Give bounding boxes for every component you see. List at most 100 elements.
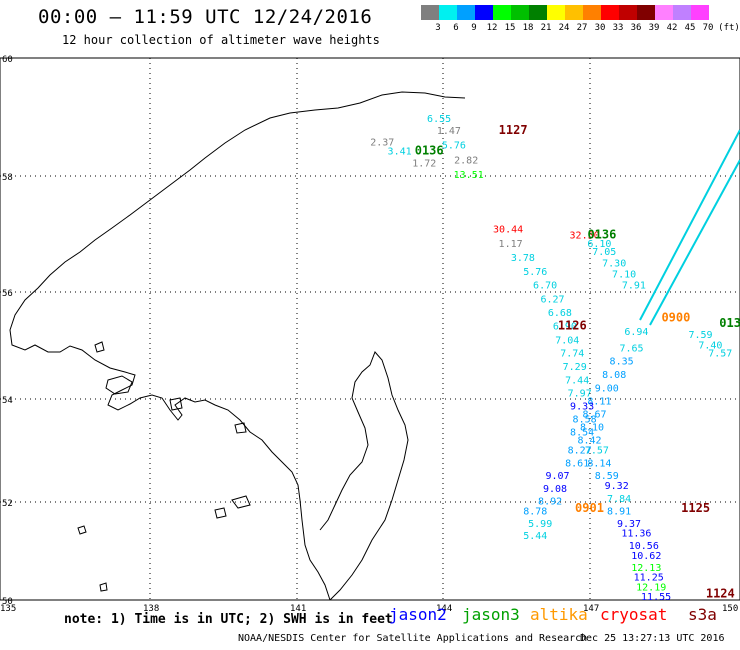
lon-label-141: 141 bbox=[290, 604, 306, 614]
satellite-altika: altika bbox=[530, 605, 588, 624]
legend-swatch-15 bbox=[493, 5, 511, 20]
lon-label-138: 138 bbox=[143, 604, 159, 614]
wave-height-label: 9.00 bbox=[595, 383, 619, 394]
wave-height-label: 8.08 bbox=[602, 370, 626, 381]
island-shantar bbox=[105, 375, 133, 395]
wave-height-label: 6.68 bbox=[548, 308, 572, 319]
lon-label-150: 150 bbox=[722, 604, 738, 614]
pass-time-label: 1126 bbox=[558, 319, 587, 333]
wave-height-label: 8.58 bbox=[573, 415, 597, 426]
wave-height-label: 5.76 bbox=[442, 141, 466, 152]
wave-height-label: 7.57 bbox=[585, 446, 609, 457]
wave-height-label: 5.99 bbox=[528, 519, 552, 530]
legend-swatch-30 bbox=[583, 5, 601, 20]
wave-height-label: 32.50 bbox=[570, 230, 600, 241]
pass-time-label: 1127 bbox=[499, 123, 528, 137]
lon-label-144: 144 bbox=[436, 604, 452, 614]
wave-height-labels: 6.551.47 2.373.41 5.76 1.72 2.82 13.51 30.44 32… bbox=[370, 114, 732, 603]
wave-height-label: 6.10 bbox=[587, 239, 611, 250]
wave-height-label: 7.04 bbox=[555, 335, 579, 346]
legend-label-3: 3 bbox=[435, 23, 441, 33]
legend-swatch-36 bbox=[619, 5, 637, 20]
lon-label-147: 147 bbox=[583, 604, 599, 614]
wave-height-label: 8.11 bbox=[587, 396, 611, 407]
satellite-cryosat: cryosat bbox=[600, 605, 668, 624]
pass-time-label: 0136 bbox=[587, 227, 616, 241]
wave-height-label: 10.62 bbox=[631, 551, 661, 562]
wave-height-label: 7.44 bbox=[565, 375, 589, 386]
wave-height-label: 8.35 bbox=[610, 357, 634, 368]
legend-swatch-27 bbox=[565, 5, 583, 20]
wave-height-label: 6.94 bbox=[624, 327, 648, 338]
legend-unit: (ft) bbox=[718, 23, 740, 33]
map-axis-labels: 50 52 54 56 58 60 135 138 141 144 147 15… bbox=[0, 55, 738, 614]
legend-label-33: 33 bbox=[612, 23, 624, 33]
pass-time-label: 1124 bbox=[706, 587, 735, 601]
satellite-s3a: s3a bbox=[688, 605, 717, 624]
legend-swatch-21 bbox=[529, 5, 547, 20]
lat-label-56: 56 bbox=[2, 289, 13, 299]
wave-height-label: 8.14 bbox=[587, 458, 611, 469]
map-frame bbox=[0, 57, 740, 601]
wave-height-label: 11.55 bbox=[641, 592, 671, 603]
track-hint-a bbox=[639, 129, 740, 321]
wave-height-label: 6.90 bbox=[553, 322, 577, 333]
pass-time-label: 0136 bbox=[415, 144, 444, 158]
wave-height-label: 2.37 bbox=[370, 138, 394, 149]
wave-height-label: 8.42 bbox=[577, 435, 601, 446]
legend-label-45: 45 bbox=[684, 23, 696, 33]
legend-label-42: 42 bbox=[666, 23, 678, 33]
wave-height-label: 8.92 bbox=[538, 496, 562, 507]
wave-height-label: 7.10 bbox=[612, 270, 636, 281]
wave-height-label: 9.37 bbox=[617, 519, 641, 530]
wave-height-label: 7.40 bbox=[698, 341, 722, 352]
lat-label-52: 52 bbox=[2, 499, 13, 509]
wave-height-label: 11.25 bbox=[634, 573, 664, 584]
wave-height-label: 7.91 bbox=[622, 281, 646, 292]
wave-height-label: 12.19 bbox=[636, 582, 666, 593]
graticule bbox=[0, 58, 740, 600]
legend-label-27: 27 bbox=[576, 23, 588, 33]
island-small-7 bbox=[99, 582, 108, 592]
wave-height-label: 9.08 bbox=[543, 484, 567, 495]
wave-height-label: 13.51 bbox=[454, 170, 484, 181]
lat-label-50: 50 bbox=[2, 597, 13, 607]
wave-height-label: 6.27 bbox=[540, 294, 564, 305]
legend-swatch-24 bbox=[547, 5, 565, 20]
wave-height-label: 9.32 bbox=[605, 481, 629, 492]
wave-height-label: 12.13 bbox=[631, 563, 661, 574]
wave-height-label: 8.10 bbox=[580, 423, 604, 434]
satellite-jason3: jason3 bbox=[462, 605, 520, 624]
legend-swatch-18 bbox=[511, 5, 529, 20]
pass-time-label: 013 bbox=[719, 316, 740, 330]
satellite-jason2: jason2 bbox=[389, 605, 447, 624]
wave-height-label: 9.33 bbox=[570, 402, 594, 413]
track-hint-upper-right bbox=[639, 129, 740, 326]
wave-height-label: 6.70 bbox=[533, 281, 557, 292]
wave-height-label: 8.91 bbox=[607, 506, 631, 517]
coastline bbox=[9, 91, 466, 601]
wave-height-label: 6.55 bbox=[427, 114, 451, 125]
wave-height-label: 7.57 bbox=[708, 349, 732, 360]
wave-height-label: 11.36 bbox=[621, 529, 651, 540]
pass-time-label: 0900 bbox=[661, 311, 690, 325]
legend-label-12: 12 bbox=[486, 23, 498, 33]
lat-label-58: 58 bbox=[2, 173, 13, 183]
wave-height-label: 7.05 bbox=[592, 247, 616, 258]
island-small-6 bbox=[77, 525, 87, 535]
pass-time-label: 1125 bbox=[681, 501, 710, 515]
wave-height-label: 7.74 bbox=[560, 349, 584, 360]
wave-height-label: 7.59 bbox=[688, 330, 712, 341]
legend-swatch-12 bbox=[475, 5, 493, 20]
legend-label-9: 9 bbox=[471, 23, 477, 33]
wave-height-label: 8.61 bbox=[565, 458, 589, 469]
wave-height-label: 8.59 bbox=[595, 471, 619, 482]
wave-height-label: 3.78 bbox=[511, 253, 535, 264]
wave-height-label: 8.67 bbox=[582, 410, 606, 421]
wave-height-label: 3.41 bbox=[388, 147, 412, 158]
legend-label-39: 39 bbox=[648, 23, 660, 33]
wave-height-label: 7.84 bbox=[607, 494, 631, 505]
legend-label-30: 30 bbox=[594, 23, 606, 33]
legend-swatch-45 bbox=[673, 5, 691, 20]
